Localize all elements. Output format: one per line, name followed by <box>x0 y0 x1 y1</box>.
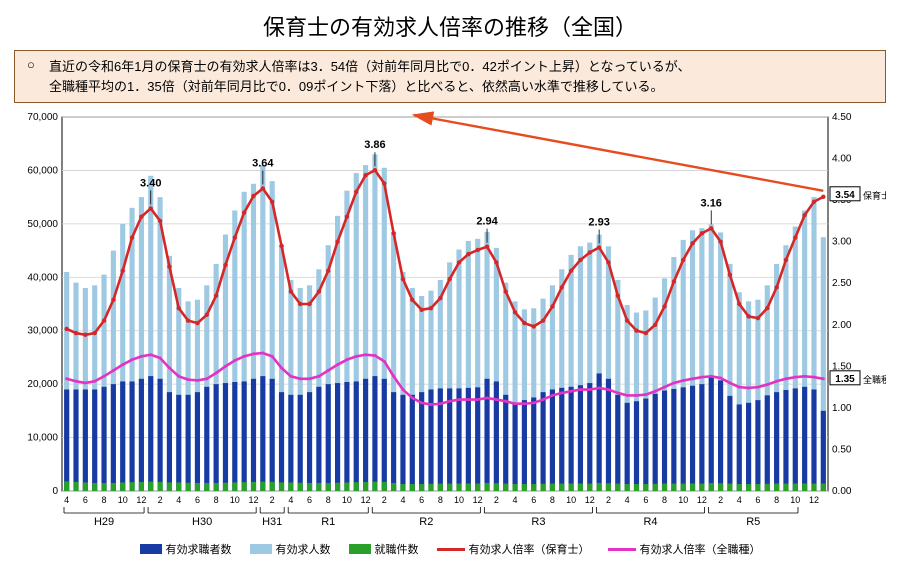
summary-note: ○ 直近の令和6年1月の保育士の有効求人倍率は3．54倍（対前年同月比で0．42… <box>14 50 886 103</box>
svg-text:4: 4 <box>513 495 518 505</box>
svg-text:3.00: 3.00 <box>832 237 852 248</box>
svg-text:4: 4 <box>737 495 742 505</box>
combo-chart: 0 10,000 20,000 30,000 40,000 50,000 60,000 70,… <box>14 109 886 539</box>
legend: 有効求職者数 有効求人数 就職件数 有効求人倍率（保育士） 有効求人倍率（全職種… <box>0 541 900 557</box>
svg-text:4: 4 <box>288 495 293 505</box>
svg-text:12: 12 <box>809 495 819 505</box>
svg-text:全職種: 全職種 <box>863 374 886 385</box>
svg-text:0: 0 <box>52 486 58 497</box>
svg-text:12: 12 <box>361 495 371 505</box>
svg-text:2.00: 2.00 <box>832 320 852 331</box>
svg-text:R1: R1 <box>321 516 335 528</box>
svg-text:3.86: 3.86 <box>364 139 385 151</box>
svg-text:H29: H29 <box>94 516 114 528</box>
legend-jobs: 有効求人数 <box>250 541 331 557</box>
legend-placements: 就職件数 <box>349 541 419 557</box>
svg-text:6: 6 <box>195 495 200 505</box>
svg-text:3.54: 3.54 <box>835 190 855 201</box>
svg-text:6: 6 <box>643 495 648 505</box>
svg-text:6: 6 <box>531 495 536 505</box>
svg-text:6: 6 <box>755 495 760 505</box>
svg-text:10: 10 <box>118 495 128 505</box>
svg-text:2.94: 2.94 <box>476 216 498 228</box>
svg-text:30,000: 30,000 <box>27 326 58 337</box>
svg-text:2: 2 <box>382 495 387 505</box>
svg-text:4.50: 4.50 <box>832 112 852 123</box>
svg-text:20,000: 20,000 <box>27 379 58 390</box>
bullet-icon: ○ <box>27 57 35 72</box>
svg-text:R5: R5 <box>746 516 760 528</box>
svg-text:保育士: 保育士 <box>863 190 886 201</box>
svg-text:10: 10 <box>790 495 800 505</box>
svg-text:3.64: 3.64 <box>252 157 274 169</box>
svg-text:60,000: 60,000 <box>27 165 58 176</box>
chart-container: 0 10,000 20,000 30,000 40,000 50,000 60,000 70,… <box>14 109 886 539</box>
svg-text:0.00: 0.00 <box>832 486 852 497</box>
legend-ratio-childcare: 有効求人倍率（保育士） <box>437 541 590 557</box>
legend-ratio-all: 有効求人倍率（全職種） <box>608 541 761 557</box>
page-title: 保育士の有効求人倍率の推移（全国） <box>0 0 900 50</box>
svg-text:8: 8 <box>438 495 443 505</box>
svg-text:2: 2 <box>270 495 275 505</box>
svg-text:70,000: 70,000 <box>27 112 58 123</box>
svg-text:R3: R3 <box>531 516 545 528</box>
svg-text:6: 6 <box>419 495 424 505</box>
svg-text:10: 10 <box>230 495 240 505</box>
svg-text:1.00: 1.00 <box>832 403 852 414</box>
svg-text:40,000: 40,000 <box>27 272 58 283</box>
svg-text:8: 8 <box>662 495 667 505</box>
svg-text:10: 10 <box>454 495 464 505</box>
svg-text:2: 2 <box>606 495 611 505</box>
svg-text:4: 4 <box>625 495 630 505</box>
svg-text:10,000: 10,000 <box>27 433 58 444</box>
svg-text:8: 8 <box>102 495 107 505</box>
svg-text:12: 12 <box>136 495 146 505</box>
svg-text:R2: R2 <box>419 516 433 528</box>
svg-text:0.50: 0.50 <box>832 444 852 455</box>
svg-text:1.35: 1.35 <box>835 374 855 385</box>
svg-text:12: 12 <box>585 495 595 505</box>
svg-text:8: 8 <box>326 495 331 505</box>
svg-text:12: 12 <box>473 495 483 505</box>
svg-text:4: 4 <box>64 495 69 505</box>
svg-text:3.40: 3.40 <box>140 177 161 189</box>
svg-text:12: 12 <box>248 495 258 505</box>
svg-text:8: 8 <box>550 495 555 505</box>
note-line2: 全職種平均の1．35倍（対前年同月比で0．09ポイント下落）と比べると、依然高い… <box>25 77 875 97</box>
svg-text:10: 10 <box>342 495 352 505</box>
svg-text:H30: H30 <box>192 516 212 528</box>
svg-text:10: 10 <box>678 495 688 505</box>
svg-text:12: 12 <box>697 495 707 505</box>
svg-text:R4: R4 <box>643 516 657 528</box>
svg-text:4: 4 <box>400 495 405 505</box>
svg-text:50,000: 50,000 <box>27 219 58 230</box>
svg-text:2: 2 <box>494 495 499 505</box>
svg-text:3.16: 3.16 <box>701 197 722 209</box>
note-line1: 直近の令和6年1月の保育士の有効求人倍率は3．54倍（対前年同月比で0．42ポイ… <box>25 57 875 77</box>
svg-text:2.93: 2.93 <box>588 216 609 228</box>
legend-seekers: 有効求職者数 <box>140 541 232 557</box>
svg-text:4.00: 4.00 <box>832 154 852 165</box>
svg-text:2: 2 <box>718 495 723 505</box>
svg-text:H31: H31 <box>262 516 282 528</box>
svg-text:4: 4 <box>176 495 181 505</box>
svg-text:8: 8 <box>774 495 779 505</box>
svg-text:8: 8 <box>214 495 219 505</box>
svg-text:6: 6 <box>83 495 88 505</box>
svg-text:2.50: 2.50 <box>832 278 852 289</box>
svg-text:2: 2 <box>158 495 163 505</box>
svg-text:6: 6 <box>307 495 312 505</box>
svg-text:10: 10 <box>566 495 576 505</box>
